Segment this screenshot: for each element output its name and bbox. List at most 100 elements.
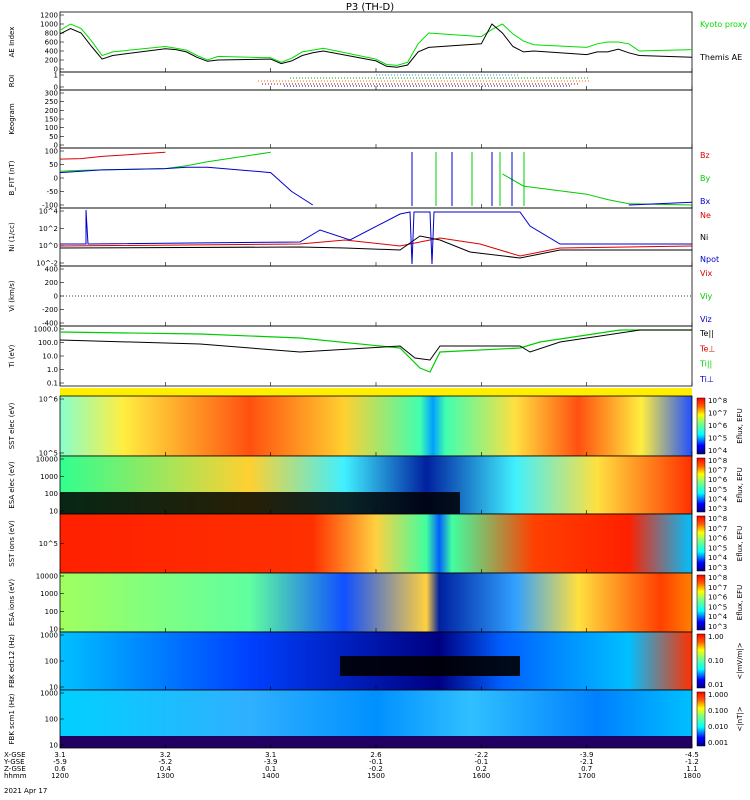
ae-ytick-label: 1000 [40, 21, 58, 29]
keogram-ytick-label: 0 [54, 142, 58, 150]
sst_e-colorbar-tick: 10^6 [708, 422, 728, 430]
vi-ytick-label: 400 [45, 266, 58, 274]
vi-legend-0: Vix [700, 269, 713, 278]
bfit-ytick-label: 50 [49, 161, 58, 169]
sst_e-spectrogram [60, 396, 692, 456]
fbk_e-colorbar-label: <|mV/m|> [736, 642, 744, 679]
sst_i-colorbar-tick: 10^5 [708, 544, 727, 552]
ti-ylabel: Ti (eV) [8, 344, 16, 368]
ni-npot-line [60, 209, 692, 265]
footer-value: -0.1 [369, 758, 383, 766]
vi-legend-2: Viz [700, 315, 712, 324]
bfit-series-1 [59, 151, 693, 206]
esa_i-colorbar-tick: 10^5 [708, 603, 727, 611]
footer-value: -5.2 [158, 758, 172, 766]
sst_i-colorbar-tick: 10^7 [708, 525, 727, 533]
vi-ytick-label: -200 [42, 306, 58, 314]
ae-ytick-label: 800 [45, 30, 58, 38]
ni-ytick-label: 10^0 [39, 242, 58, 250]
footer-value: -3.9 [580, 751, 594, 759]
esa_e-colorbar-tick: 10^4 [708, 495, 728, 503]
fbk_b-ytick-label: 1000 [40, 690, 58, 698]
fbk_b-colorbar [696, 691, 706, 747]
keogram-ytick-label: 50 [49, 133, 58, 141]
bfit-ylabel: B_FIT (nT) [8, 160, 16, 195]
esa_e-ytick-label: 10000 [36, 456, 58, 464]
footer-value: -2.2 [474, 751, 488, 759]
plot-title: P3 (TH-D) [346, 2, 394, 13]
ae-legend-kyoto: Kyoto proxy AE [700, 20, 750, 29]
ti-ytick-label: 1000.0 [34, 326, 59, 334]
footer-value: -1.2 [685, 758, 699, 766]
sst_e-colorbar-tick: 10^5 [708, 435, 727, 443]
esa_e-colorbar-tick: 10^3 [708, 505, 727, 513]
sst_i-colorbar-tick: 10^6 [708, 535, 728, 543]
fbk-e-quiet-band [340, 656, 520, 676]
bfit-legend-0: Bz [700, 151, 710, 160]
footer-value: -0.1 [474, 758, 488, 766]
sst_i-colorbar [696, 515, 706, 572]
fbk_b-ytick-label: 10 [49, 742, 58, 750]
vi-ytick-label: 0 [54, 293, 58, 301]
esa_e-colorbar-label: Eflux, EFU [736, 467, 744, 502]
fbk_b-ytick-label: 100 [45, 716, 58, 724]
footer-value: 3.2 [160, 751, 171, 759]
esa_e-colorbar [696, 457, 706, 513]
footer-value: -5.9 [53, 758, 67, 766]
footer-value: 1300 [156, 772, 174, 780]
sst_e-colorbar-label: Eflux, EFU [736, 408, 744, 443]
ni-ytick-label: 10^2 [39, 225, 58, 233]
fbk_b-ylabel: FBK scm1 (Hz) [8, 693, 16, 744]
sst_i-colorbar-tick: 10^3 [708, 564, 727, 572]
footer-row-label: Z-GSE [4, 765, 26, 773]
footer-value: 1600 [472, 772, 490, 780]
bfit-legend-2: Bx [700, 197, 710, 206]
sst_i-colorbar-tick: 10^4 [708, 554, 728, 562]
vi-legend-1: Viy [700, 292, 713, 301]
fbk_e-colorbar [696, 633, 706, 689]
fbk_e-ylabel: FBK edc12 (Hz) [8, 634, 16, 688]
sst_i-ylabel: SST ions (eV) [8, 520, 16, 567]
esa_i-colorbar-tick: 10^8 [708, 574, 727, 582]
footer-value: 1200 [51, 772, 69, 780]
ae-series-1 [59, 23, 693, 68]
keogram-ytick-label: 150 [45, 116, 58, 124]
fbk_e-colorbar-tick: 0.10 [708, 657, 724, 665]
keogram-ytick-label: 250 [45, 98, 58, 106]
footer-row-label: hhmm [4, 772, 27, 780]
sst_i-ytick-label: 10^5 [39, 540, 58, 548]
ae-ytick-label: 400 [45, 48, 58, 56]
ti-ytick-label: 10.0 [42, 353, 58, 361]
ae-ytick-label: 0 [54, 66, 58, 74]
esa_i-colorbar-label: Eflux, EFU [736, 585, 744, 620]
esa_e-ytick-label: 10 [49, 508, 58, 516]
footer-value: 2.6 [370, 751, 382, 759]
esa_i-colorbar [696, 574, 706, 631]
footer-value: 0.7 [581, 765, 592, 773]
ti-tipar-line [59, 329, 692, 373]
bfit-series-0 [59, 151, 166, 160]
ae-ytick-label: 200 [45, 57, 58, 65]
bfit-ytick-label: 0 [54, 175, 58, 183]
esa_i-colorbar-tick: 10^7 [708, 584, 727, 592]
sst_e-colorbar-tick: 10^8 [708, 397, 727, 405]
ae-ytick-label: 1200 [40, 12, 58, 20]
footer-value: 3.1 [54, 751, 65, 759]
bfit-ytick-label: -100 [42, 202, 58, 210]
footer-value: 0.6 [54, 765, 66, 773]
esa_i-ytick-label: 10 [49, 626, 58, 634]
ti-legend-3: Ti⊥ [699, 375, 714, 384]
ti-tepar-line [59, 329, 692, 361]
vi-ytick-label: 200 [45, 279, 58, 287]
roi-ytick-label: 0 [54, 84, 58, 92]
esa_e-ytick-label: 100 [45, 490, 58, 498]
footer-value: 3.1 [265, 751, 276, 759]
bfit-legend-1: By [700, 174, 710, 183]
mode-strip [60, 388, 692, 396]
esa_i-colorbar-tick: 10^4 [708, 613, 728, 621]
footer-value: 1800 [683, 772, 701, 780]
fbk_e-ytick-label: 100 [45, 658, 58, 666]
footer-date: 2021 Apr 17 [4, 787, 47, 795]
bfit-frame [59, 147, 693, 209]
